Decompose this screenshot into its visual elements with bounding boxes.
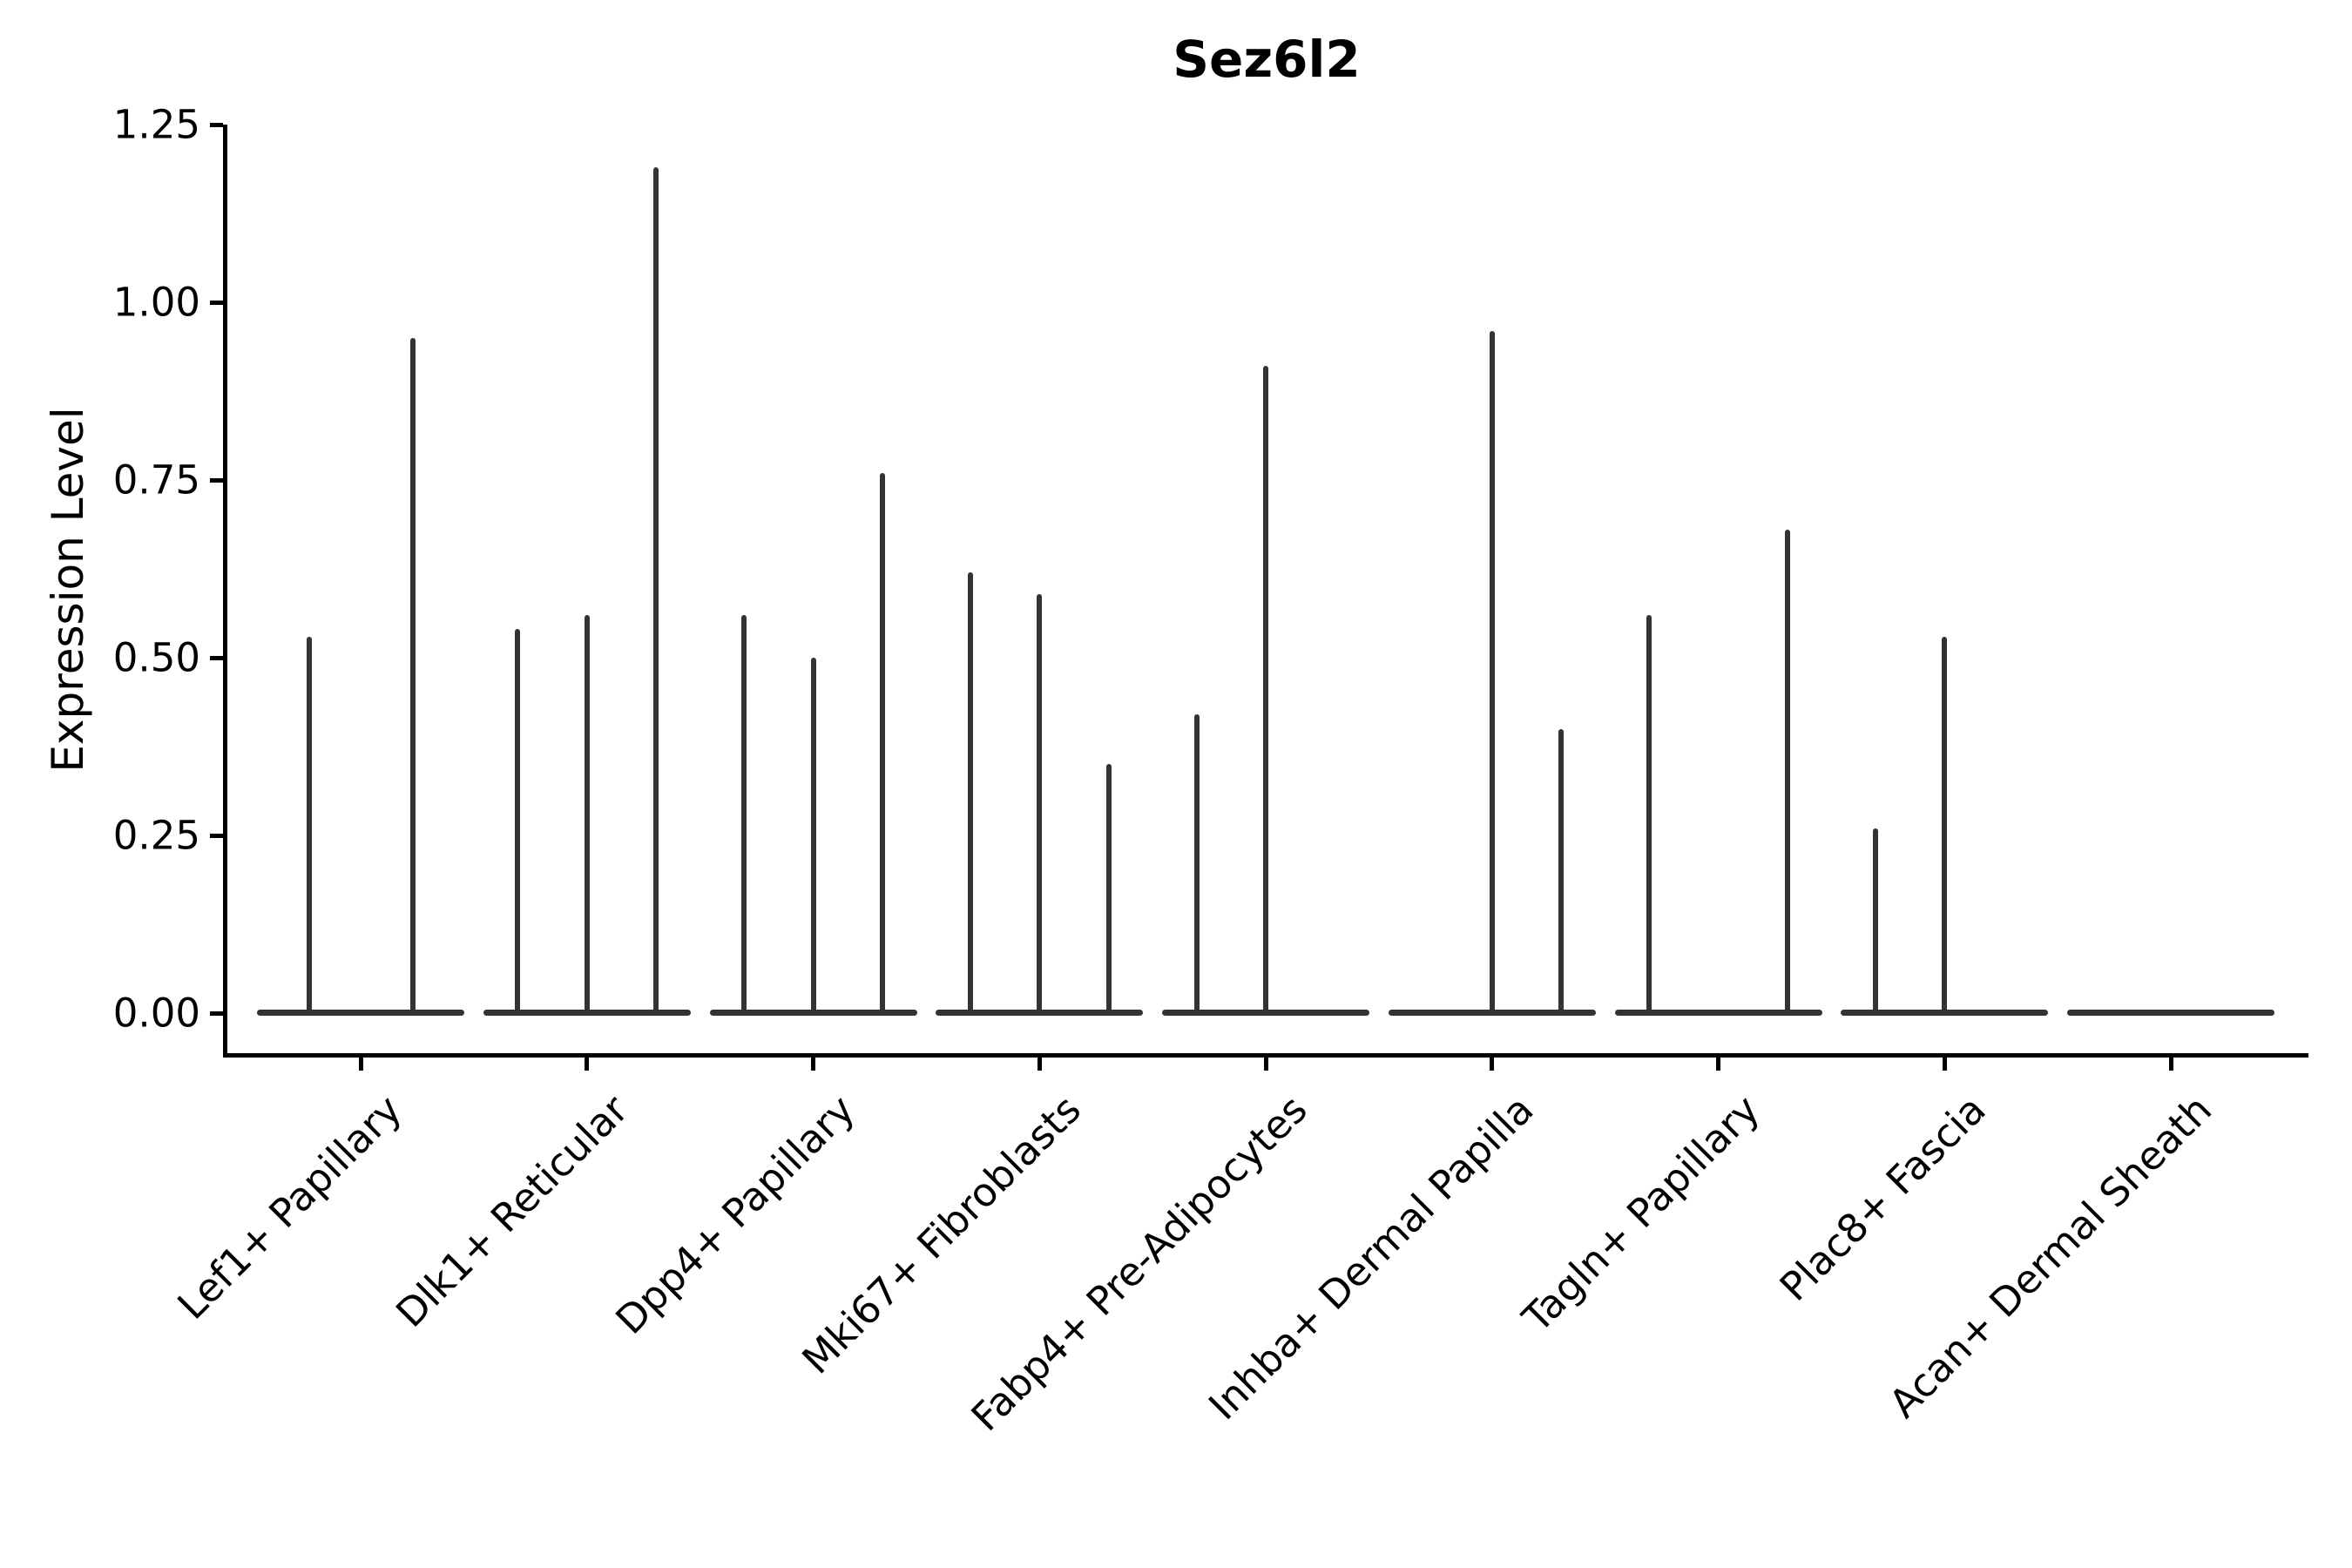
violin-spike xyxy=(741,615,747,1016)
violin-spike xyxy=(409,337,416,1016)
violin-spike xyxy=(1558,728,1565,1016)
violin-spike xyxy=(1784,530,1790,1016)
y-tick-label: 1.25 xyxy=(112,101,200,148)
x-tick xyxy=(358,1057,363,1071)
x-axis-line xyxy=(222,1052,2308,1058)
y-tick xyxy=(209,833,223,838)
y-tick-label: 0.25 xyxy=(112,812,200,859)
violin-spike xyxy=(1037,593,1043,1016)
y-tick xyxy=(209,122,223,127)
y-axis-line xyxy=(222,125,227,1055)
x-tick-label: Lef1+ Papillary xyxy=(168,1086,411,1328)
violin-spike xyxy=(1193,714,1200,1016)
violin-spike xyxy=(584,615,590,1016)
y-axis-label: Expression Level xyxy=(43,407,93,773)
x-tick xyxy=(2168,1057,2173,1071)
x-tick-label: Tagln+ Papillary xyxy=(1513,1086,1768,1342)
x-tick xyxy=(811,1057,815,1071)
violin-spike xyxy=(306,636,312,1016)
violin-spike xyxy=(1105,764,1112,1016)
x-tick-label: Dpp4+ Papillary xyxy=(606,1086,863,1343)
x-tick xyxy=(1942,1057,1947,1071)
x-tick-label: Plac8+ Fascia xyxy=(1770,1086,1995,1310)
violin-spike xyxy=(1942,636,1948,1016)
y-tick xyxy=(209,477,223,483)
violin-baseline xyxy=(2067,1009,2274,1016)
violin-spike xyxy=(1872,828,1878,1016)
violin-spike xyxy=(1489,330,1495,1016)
y-tick-label: 1.00 xyxy=(112,279,200,326)
violin-baseline xyxy=(1614,1009,1822,1016)
x-tick xyxy=(1490,1057,1495,1071)
violin-spike xyxy=(879,472,885,1016)
violin-spike xyxy=(1646,615,1652,1016)
x-tick xyxy=(585,1057,590,1071)
chart-title: Sez6l2 xyxy=(1173,30,1361,89)
violin-spike xyxy=(515,629,521,1016)
y-tick xyxy=(209,1010,223,1016)
x-tick xyxy=(1716,1057,1720,1071)
violin-spike xyxy=(967,572,973,1016)
y-tick-label: 0.75 xyxy=(112,456,200,504)
x-tick xyxy=(1037,1057,1042,1071)
y-tick xyxy=(209,655,223,660)
violin-baseline xyxy=(257,1009,464,1016)
violin-spike xyxy=(653,166,659,1016)
y-tick xyxy=(209,300,223,305)
y-tick-label: 0.00 xyxy=(112,990,200,1037)
x-tick xyxy=(1263,1057,1268,1071)
y-tick-label: 0.50 xyxy=(112,634,200,681)
violin-spike xyxy=(1263,366,1268,1016)
x-tick-label: Dlk1+ Reticular xyxy=(387,1086,638,1336)
violin-spike xyxy=(810,658,816,1016)
